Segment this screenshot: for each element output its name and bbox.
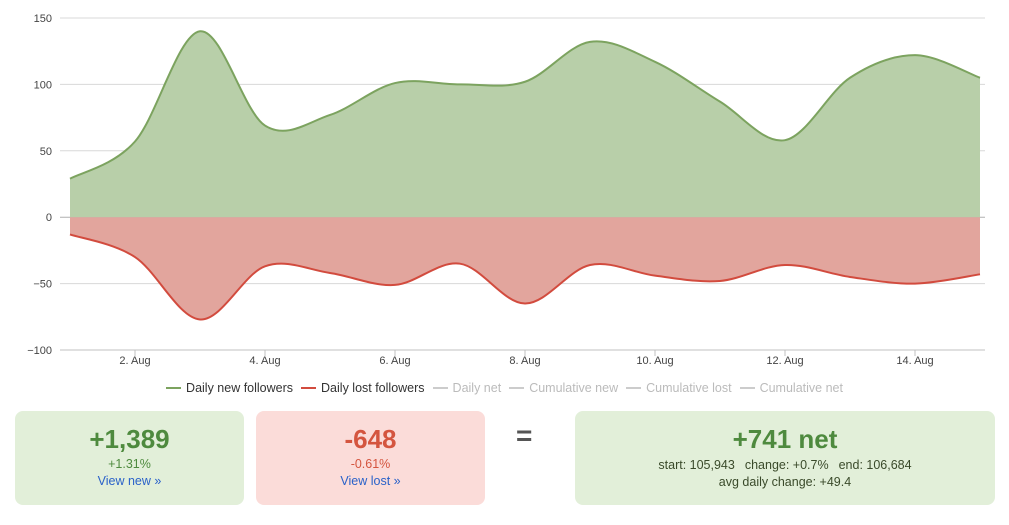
legend-label: Daily lost followers	[321, 381, 425, 395]
x-tick-label: 12. Aug	[766, 355, 803, 367]
x-tick-label: 14. Aug	[896, 355, 933, 367]
legend-label: Daily net	[452, 381, 502, 395]
lost-followers-percent: -0.61%	[350, 457, 391, 471]
legend-swatch	[166, 387, 182, 389]
x-tick-label: 8. Aug	[509, 355, 540, 367]
series-area-1	[70, 217, 980, 320]
series-area-0	[70, 31, 980, 218]
legend-item[interactable]: Daily lost followers	[301, 381, 425, 395]
net-change: change: +0.7%	[744, 458, 829, 472]
x-tick-label: 10. Aug	[636, 355, 673, 367]
new-followers-percent: +1.31%	[108, 457, 151, 471]
legend-swatch	[432, 387, 448, 389]
followers-chart: −100 −50 0 50 100 150 2. Aug 4. Aug 6. Aug 8. Aug…	[27, 13, 985, 367]
legend-swatch	[739, 387, 755, 389]
net-avg-daily-change: avg daily change: +49.4	[718, 475, 852, 489]
net-stats-line: start: 105,943 change: +0.7% end: 106,684	[575, 458, 995, 472]
legend-label: Daily new followers	[186, 381, 294, 395]
legend-swatch	[509, 387, 525, 389]
y-tick-label: 100	[34, 79, 52, 91]
y-tick-label: 0	[46, 212, 52, 224]
view-lost-link[interactable]: View lost »	[340, 474, 401, 488]
new-followers-total: +1,389	[89, 424, 170, 454]
series-line-1	[69, 233, 981, 321]
legend-label: Cumulative new	[529, 381, 619, 395]
equals-sign: =	[516, 420, 533, 451]
series-line-0	[69, 30, 981, 180]
x-tick-label: 4. Aug	[249, 355, 280, 367]
y-tick-label: −50	[33, 279, 52, 291]
x-tick-label: 2. Aug	[119, 355, 150, 367]
legend-label: Cumulative net	[759, 381, 843, 395]
x-tick-label: 6. Aug	[379, 355, 410, 367]
y-tick-label: 50	[40, 146, 52, 158]
legend-swatch	[626, 387, 642, 389]
legend-item[interactable]: Cumulative lost	[626, 381, 732, 395]
net-start: start: 105,943	[658, 458, 735, 472]
net-followers-total: +741 net	[732, 424, 838, 454]
view-new-link[interactable]: View new »	[97, 474, 162, 488]
new-followers-card: +1,389 +1.31% View new »	[15, 411, 244, 505]
y-tick-label: 150	[34, 13, 52, 25]
chart-legend: Daily new followers Daily lost followers D…	[0, 378, 1009, 395]
net-end: end: 106,684	[838, 458, 912, 472]
y-tick-label: −100	[27, 345, 52, 357]
legend-item[interactable]: Daily new followers	[166, 381, 293, 395]
legend-item[interactable]: Daily net	[432, 381, 502, 395]
legend-item[interactable]: Cumulative new	[509, 381, 618, 395]
legend-item[interactable]: Cumulative net	[739, 381, 843, 395]
net-followers-card: +741 net start: 105,943 change: +0.7% end:…	[575, 411, 995, 505]
chart-svg: −100 −50 0 50 100 150 2. Aug 4. Aug 6. Aug 8. Aug…	[27, 13, 985, 367]
legend-label: Cumulative lost	[646, 381, 732, 395]
lost-followers-total: -648	[344, 424, 397, 454]
legend-swatch	[301, 387, 317, 389]
lost-followers-card: -648 -0.61% View lost »	[256, 411, 485, 505]
